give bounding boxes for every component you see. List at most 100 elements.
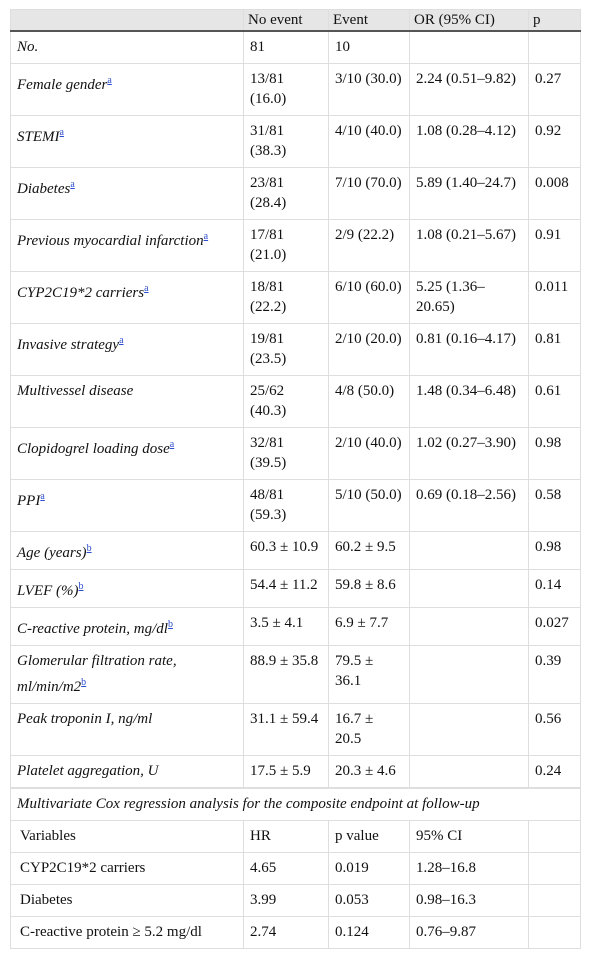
header-row: No event Event OR (95% CI) p xyxy=(10,9,581,32)
cell: 31.1 ± 59.4 xyxy=(243,703,329,756)
table-row: Age (years)b 60.3 ± 10.9 60.2 ± 9.5 0.98 xyxy=(10,531,581,570)
cell: C-reactive protein ≥ 5.2 mg/dl xyxy=(10,916,244,949)
footnote-link[interactable]: b xyxy=(86,543,92,554)
label-text: STEMI xyxy=(17,129,60,145)
cell: 3/10 (30.0) xyxy=(328,63,410,116)
label-text: LVEF (%) xyxy=(17,583,79,599)
cell: 1.02 (0.27–3.90) xyxy=(409,427,529,480)
cell: 5.89 (1.40–24.7) xyxy=(409,167,529,220)
label-text: Multivessel disease xyxy=(17,383,134,399)
cell: 23/81 (28.4) xyxy=(243,167,329,220)
cell: 0.81 xyxy=(528,323,581,376)
footnote-link[interactable]: a xyxy=(59,127,64,138)
empty-cell xyxy=(528,916,581,949)
cell xyxy=(528,30,581,64)
table-row: Diabetesa 23/81 (28.4) 7/10 (70.0) 5.89 (1.… xyxy=(10,167,581,220)
cell: 0.69 (0.18–2.56) xyxy=(409,479,529,532)
cell: 0.027 xyxy=(528,607,581,646)
cell: 25/62 (40.3) xyxy=(243,375,329,428)
cell: 59.8 ± 8.6 xyxy=(328,569,410,608)
empty-cell xyxy=(528,820,581,853)
cell: 0.61 xyxy=(528,375,581,428)
cell: 81 xyxy=(243,30,329,64)
cell: Diabetes xyxy=(10,884,244,917)
cell: 0.39 xyxy=(528,645,581,704)
footnote-link[interactable]: a xyxy=(203,231,209,242)
footnote: b xyxy=(168,616,173,630)
row-label: STEMIa xyxy=(10,115,244,168)
table-row: Peak troponin I, ng/ml 31.1 ± 59.4 16.7 ± … xyxy=(10,703,581,756)
cell: 0.053 xyxy=(328,884,410,917)
row-label: Peak troponin I, ng/ml xyxy=(10,703,244,756)
footnote-link[interactable]: a xyxy=(70,179,75,190)
cell: 54.4 ± 11.2 xyxy=(243,569,329,608)
header-cell: No event xyxy=(243,9,329,32)
label-text: Peak troponin I, ng/ml xyxy=(17,711,153,727)
cell: 0.98 xyxy=(528,531,581,570)
cell: 0.58 xyxy=(528,479,581,532)
table-row: Invasive strategya 19/81 (23.5) 2/10 (20.0… xyxy=(10,323,581,376)
table-row: Clopidogrel loading dosea 32/81 (39.5) 2/1… xyxy=(10,427,581,480)
label-text: Glomerular filtration rate, ml/min/m2 xyxy=(17,653,177,695)
cell: 1.08 (0.28–4.12) xyxy=(409,115,529,168)
footnote-link[interactable]: b xyxy=(81,677,87,688)
cell: 3.5 ± 4.1 xyxy=(243,607,329,646)
results-table: No event Event OR (95% CI) p No. 81 10 Female g… xyxy=(10,9,581,949)
footnote: b xyxy=(87,540,92,554)
cell: 17.5 ± 5.9 xyxy=(243,755,329,788)
cell: 32/81 (39.5) xyxy=(243,427,329,480)
table-row: C-reactive protein, mg/dlb 3.5 ± 4.1 6.9 ±… xyxy=(10,607,581,646)
footnote-link[interactable]: b xyxy=(78,581,84,592)
empty-cell xyxy=(528,884,581,917)
table-row: LVEF (%)b 54.4 ± 11.2 59.8 ± 8.6 0.14 xyxy=(10,569,581,608)
footnote-link[interactable]: a xyxy=(144,283,149,294)
table-row: Previous myocardial infarctiona 17/81 (21… xyxy=(10,219,581,272)
cell xyxy=(409,569,529,608)
footnote-link[interactable]: b xyxy=(167,619,173,630)
cell: 18/81 (22.2) xyxy=(243,271,329,324)
label-text: Female gender xyxy=(17,77,108,93)
footnote-link[interactable]: a xyxy=(40,491,45,502)
cell: 1.48 (0.34–6.48) xyxy=(409,375,529,428)
row-label: Previous myocardial infarctiona xyxy=(10,219,244,272)
cell: 20.3 ± 4.6 xyxy=(328,755,410,788)
footnote-link[interactable]: a xyxy=(107,75,112,86)
cell: 5.25 (1.36–20.65) xyxy=(409,271,529,324)
label-text: Clopidogrel loading dose xyxy=(17,441,170,457)
cell: 88.9 ± 35.8 xyxy=(243,645,329,704)
footnote-link[interactable]: a xyxy=(169,439,175,450)
section-title-row: Multivariate Cox regression analysis for… xyxy=(10,788,581,821)
empty-cell xyxy=(528,852,581,885)
cell: 6/10 (60.0) xyxy=(328,271,410,324)
label-text: CYP2C19*2 carriers xyxy=(17,285,145,301)
cell: 5/10 (50.0) xyxy=(328,479,410,532)
cell: 0.81 (0.16–4.17) xyxy=(409,323,529,376)
footnote: b xyxy=(79,578,84,592)
cell: 2/10 (20.0) xyxy=(328,323,410,376)
cell: 0.24 xyxy=(528,755,581,788)
cell: 19/81 (23.5) xyxy=(243,323,329,376)
cell: 1.28–16.8 xyxy=(409,852,529,885)
footnote-link[interactable]: a xyxy=(119,335,124,346)
header-cell: Event xyxy=(328,9,410,32)
row-label: CYP2C19*2 carriersa xyxy=(10,271,244,324)
header-cell: p xyxy=(528,9,581,32)
cell: 48/81 (59.3) xyxy=(243,479,329,532)
cell: 0.27 xyxy=(528,63,581,116)
label-text: Age (years) xyxy=(17,545,87,561)
header-cell xyxy=(10,9,244,32)
cell: 0.91 xyxy=(528,219,581,272)
cell: 10 xyxy=(328,30,410,64)
row-label: Glomerular filtration rate, ml/min/m2b xyxy=(10,645,244,704)
cell: 60.2 ± 9.5 xyxy=(328,531,410,570)
section-title: Multivariate Cox regression analysis for… xyxy=(10,788,581,821)
section-row: CYP2C19*2 carriers 4.65 0.019 1.28–16.8 xyxy=(10,852,581,885)
section-header-cell: Variables xyxy=(10,820,244,853)
table-row: Platelet aggregation, U 17.5 ± 5.9 20.3 ± … xyxy=(10,755,581,788)
cell xyxy=(409,30,529,64)
cell: 0.98–16.3 xyxy=(409,884,529,917)
footnote: a xyxy=(170,436,174,450)
table-row: Female gendera 13/81 (16.0) 3/10 (30.0) 2.2… xyxy=(10,63,581,116)
cell: 4.65 xyxy=(243,852,329,885)
